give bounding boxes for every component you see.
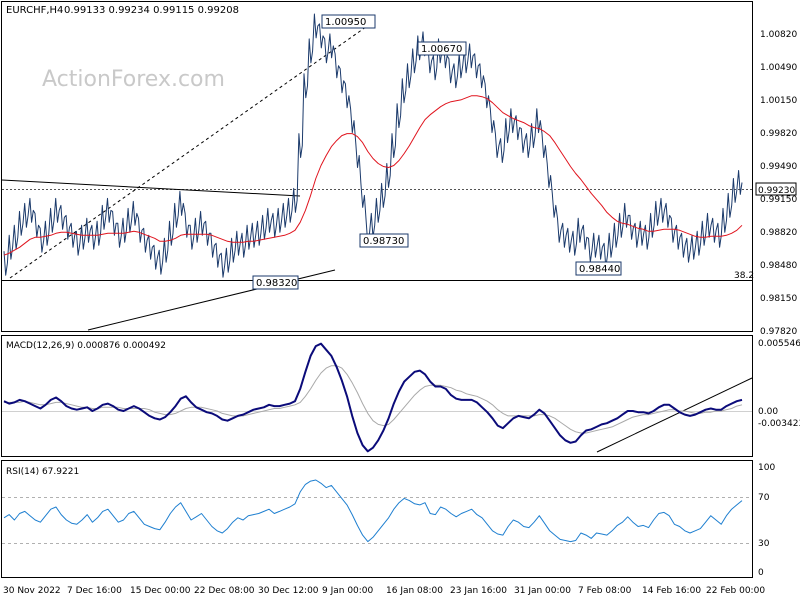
annotation-0-98320: 0.98320	[252, 275, 299, 290]
time-tick: 7 Feb 08:00	[578, 586, 632, 596]
rsi-panel-frame	[1, 460, 753, 578]
moving-average	[3, 95, 743, 256]
time-tick: 14 Feb 16:00	[642, 586, 701, 596]
macd-trendline	[596, 377, 753, 453]
svg-text:0.98320: 0.98320	[256, 278, 297, 289]
time-tick: 30 Dec 12:00	[258, 586, 319, 596]
watermark: ActionForex.com	[42, 67, 225, 92]
price-tick: 1.00150	[760, 96, 797, 106]
time-tick: 15 Dec 00:00	[130, 586, 191, 596]
price-tick: 0.99490	[760, 162, 797, 172]
rsi-tick: 70	[758, 493, 770, 503]
rsi-line	[3, 479, 743, 543]
macd-tick: 0.00	[758, 407, 778, 417]
rsi-series	[3, 479, 743, 543]
time-tick: 22 Dec 08:00	[194, 586, 255, 596]
annotation-1-00670: 1.00670	[417, 41, 467, 56]
price-tick: 0.98820	[760, 228, 797, 238]
price-tick: 1.00490	[760, 63, 797, 73]
ma-line	[3, 95, 743, 256]
time-tick: 23 Jan 16:00	[450, 586, 507, 596]
macd-panel-frame	[1, 335, 753, 457]
price-axis: 1.00820 1.00490 1.00150 0.99820 0.99490 …	[760, 30, 797, 337]
rsi-label: RSI(14) 67.9221	[6, 467, 79, 477]
time-tick: 30 Nov 2022	[3, 586, 61, 596]
annotation-0-98440: 0.98440	[575, 261, 622, 276]
macd-tick: -0.003423	[758, 419, 800, 429]
price-tick: 0.99150	[760, 195, 797, 205]
svg-text:1.00950: 1.00950	[325, 17, 366, 28]
macd-line	[3, 342, 743, 453]
svg-text:0.98730: 0.98730	[363, 236, 404, 247]
price-tick: 0.97820	[760, 327, 797, 337]
macd-axis: 0.005546 0.00 -0.003423	[758, 339, 800, 429]
price-panel-frame	[1, 1, 753, 332]
svg-text:1.00670: 1.00670	[421, 44, 462, 55]
rsi-tick: 100	[758, 463, 775, 473]
time-axis: 30 Nov 2022 7 Dec 16:00 15 Dec 00:00 22 …	[3, 586, 765, 596]
resistance-trendline	[1, 179, 301, 197]
time-tick: 31 Jan 00:00	[514, 586, 571, 596]
svg-text:0.98440: 0.98440	[579, 264, 620, 275]
price-tick: 0.98150	[760, 294, 797, 304]
annotation-0-98730: 0.98730	[359, 233, 409, 248]
macd-label: MACD(12,26,9) 0.000876 0.000492	[6, 341, 166, 351]
ohlc-label: 0.99133 0.99234 0.99115 0.99208	[64, 5, 239, 16]
rsi-tick: 30	[758, 539, 770, 549]
rsi-tick: 0	[758, 568, 764, 578]
price-tick: 0.99820	[760, 129, 797, 139]
time-tick: 9 Jan 00:00	[322, 586, 374, 596]
time-tick: 22 Feb 00:00	[706, 586, 765, 596]
current-price-tag: 0.99230	[755, 182, 797, 196]
rsi-axis: 100 70 30 0	[758, 463, 775, 578]
annotation-1-00950: 1.00950	[321, 14, 376, 29]
time-tick: 16 Jan 08:00	[386, 586, 443, 596]
svg-text:0.99230: 0.99230	[758, 186, 795, 196]
price-tick: 1.00820	[760, 30, 797, 40]
fib-label: 38.2	[734, 271, 754, 281]
symbol-label: EURCHF,H4	[6, 5, 63, 16]
rally-dashed-line	[9, 21, 374, 279]
time-tick: 7 Dec 16:00	[67, 586, 122, 596]
macd-tick: 0.005546	[758, 339, 800, 349]
price-tick: 0.98480	[760, 261, 797, 271]
macd-series	[3, 342, 743, 453]
